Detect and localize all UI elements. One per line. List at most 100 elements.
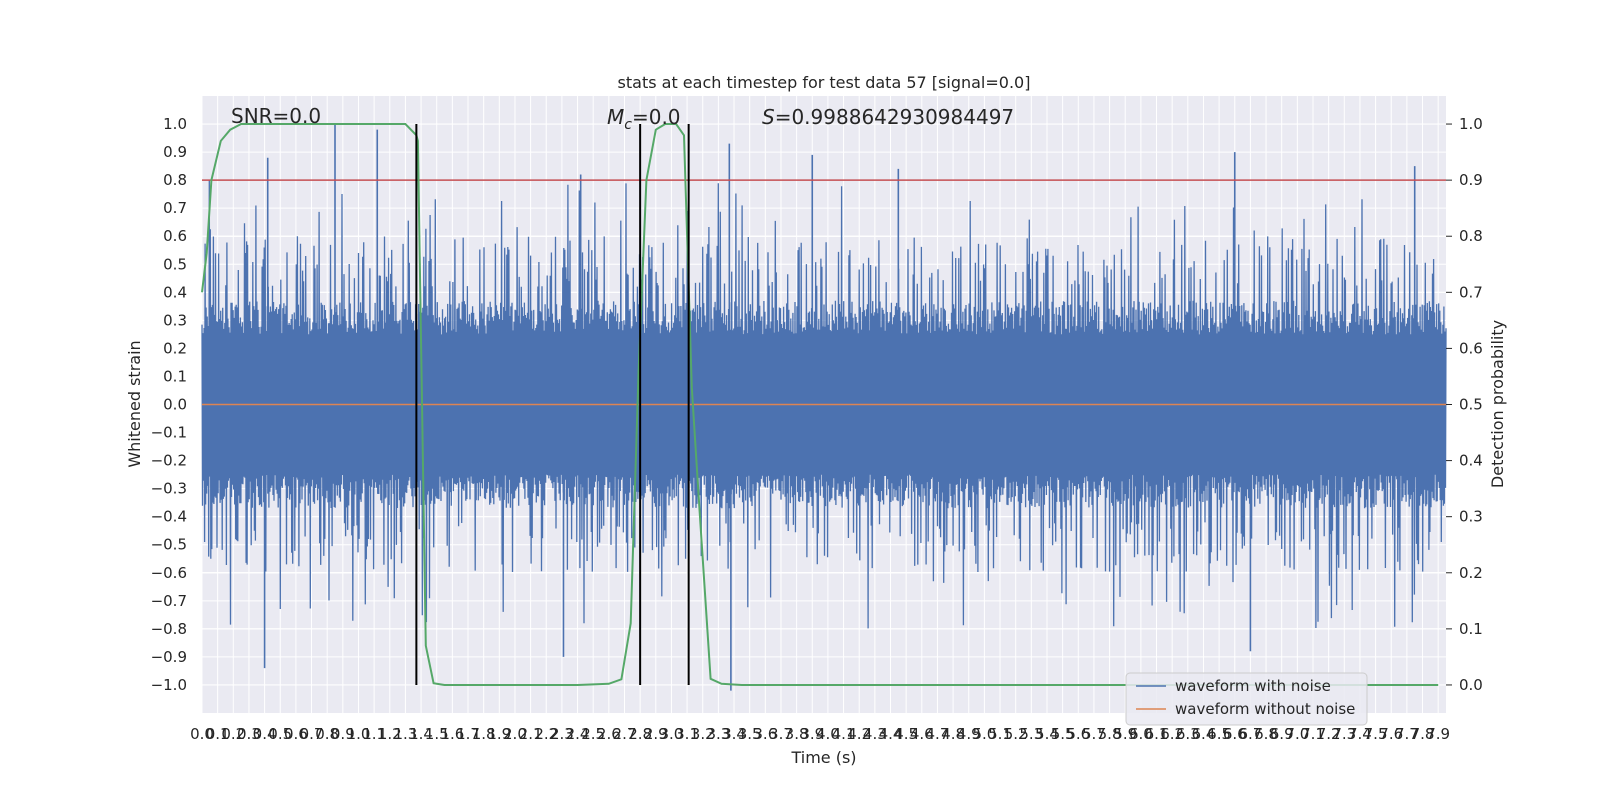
x-tick-label: 0.6 bbox=[284, 725, 308, 743]
chirp-mass-value: =0.0 bbox=[632, 105, 681, 129]
x-tick-label: 5.2 bbox=[1004, 725, 1028, 743]
y-tick-label: 0.2 bbox=[163, 339, 187, 357]
x-tick-label: 2.6 bbox=[597, 725, 621, 743]
x-tick-label: 4.7 bbox=[926, 725, 950, 743]
legend-label-clean: waveform without noise bbox=[1175, 700, 1355, 718]
detection-probability-line bbox=[201, 123, 1439, 686]
legend: waveform with noise waveform without noi… bbox=[1125, 672, 1368, 726]
s-annotation: S=0.9988642930984497 bbox=[762, 105, 1014, 129]
x-tick-label: 6.4 bbox=[1192, 725, 1216, 743]
y2-tick-label: 0.6 bbox=[1459, 339, 1483, 357]
x-tick-label: 2.4 bbox=[566, 725, 590, 743]
x-tick-label: 0.9 bbox=[331, 725, 355, 743]
y-tick-label: −0.8 bbox=[151, 620, 187, 638]
x-axis-ticks: 0.00.10.20.30.40.50.60.70.80.91.01.11.21… bbox=[190, 725, 1450, 743]
chirp-mass-symbol: M bbox=[607, 105, 624, 129]
series-detection-probability bbox=[201, 123, 1439, 686]
x-tick-label: 2.0 bbox=[503, 725, 527, 743]
y-tick-label: 0.0 bbox=[163, 396, 187, 414]
x-tick-label: 0.1 bbox=[206, 725, 230, 743]
x-tick-label: 7.2 bbox=[1317, 725, 1341, 743]
y2-tick-label: 0.7 bbox=[1459, 283, 1483, 301]
y-tick-label: 0.8 bbox=[163, 171, 187, 189]
chirp-mass-subscript: c bbox=[624, 117, 632, 133]
x-tick-label: 5.7 bbox=[1082, 725, 1106, 743]
x-tick-label: 4.8 bbox=[941, 725, 965, 743]
x-tick-label: 5.9 bbox=[1113, 725, 1137, 743]
x-tick-label: 1.1 bbox=[362, 725, 386, 743]
x-tick-label: 4.6 bbox=[910, 725, 934, 743]
y-tick-label: −0.1 bbox=[151, 424, 187, 442]
x-tick-label: 7.5 bbox=[1364, 725, 1388, 743]
x-tick-label: 7.8 bbox=[1411, 725, 1435, 743]
x-tick-label: 3.5 bbox=[738, 725, 762, 743]
x-tick-label: 3.6 bbox=[753, 725, 777, 743]
x-tick-label: 1.5 bbox=[425, 725, 449, 743]
y-tick-label: 0.7 bbox=[163, 199, 187, 217]
y-tick-label: 0.3 bbox=[163, 311, 187, 329]
y2-tick-label: 0.1 bbox=[1459, 620, 1483, 638]
x-tick-label: 7.3 bbox=[1332, 725, 1356, 743]
x-tick-label: 3.3 bbox=[706, 725, 730, 743]
y2-axis-label: Detection probability bbox=[1488, 320, 1507, 488]
y-axis-ticks: 1.0 0.9 0.8 0.7 0.6 0.5 0.4 0.3 0.2 0.1 0.0 −0.1 −0.… bbox=[151, 115, 187, 694]
x-tick-label: 0.2 bbox=[221, 725, 245, 743]
x-tick-label: 5.6 bbox=[1066, 725, 1090, 743]
x-tick-label: 4.4 bbox=[879, 725, 903, 743]
x-tick-label: 1.3 bbox=[393, 725, 417, 743]
y-axis-label: Whitened strain bbox=[125, 340, 144, 467]
x-tick-label: 4.5 bbox=[894, 725, 918, 743]
y-tick-label: 0.5 bbox=[163, 255, 187, 273]
x-tick-label: 7.4 bbox=[1348, 725, 1372, 743]
x-tick-label: 3.1 bbox=[675, 725, 699, 743]
y-tick-label: 0.6 bbox=[163, 227, 187, 245]
y2-axis-ticks: 1.0 0.9 0.8 0.7 0.6 0.5 0.4 0.3 0.2 0.1 0.0 bbox=[1446, 115, 1483, 694]
y-tick-label: −0.3 bbox=[151, 480, 187, 498]
x-tick-label: 2.3 bbox=[550, 725, 574, 743]
y2-tick-label: 0.3 bbox=[1459, 508, 1483, 526]
x-tick-label: 6.0 bbox=[1129, 725, 1153, 743]
x-tick-label: 0.7 bbox=[300, 725, 324, 743]
x-tick-label: 6.7 bbox=[1238, 725, 1262, 743]
x-tick-label: 7.9 bbox=[1426, 725, 1450, 743]
y-tick-label: −0.2 bbox=[151, 452, 187, 470]
x-tick-label: 3.8 bbox=[785, 725, 809, 743]
y-tick-label: −0.5 bbox=[151, 536, 187, 554]
s-value: =0.9988642930984497 bbox=[775, 105, 1014, 129]
x-tick-label: 4.1 bbox=[832, 725, 856, 743]
x-tick-label: 2.1 bbox=[519, 725, 543, 743]
x-tick-label: 4.0 bbox=[816, 725, 840, 743]
x-tick-label: 7.6 bbox=[1379, 725, 1403, 743]
x-tick-label: 1.6 bbox=[440, 725, 464, 743]
x-tick-label: 7.7 bbox=[1395, 725, 1419, 743]
chirp-mass-annotation: Mc=0.0 bbox=[607, 105, 681, 133]
y-tick-label: 0.1 bbox=[163, 367, 187, 385]
x-tick-label: 6.9 bbox=[1270, 725, 1294, 743]
y2-tick-label: 0.5 bbox=[1459, 396, 1483, 414]
y-tick-label: −0.9 bbox=[151, 648, 187, 666]
y2-tick-label: 0.4 bbox=[1459, 452, 1483, 470]
x-tick-label: 6.1 bbox=[1145, 725, 1169, 743]
x-tick-label: 2.2 bbox=[534, 725, 558, 743]
x-tick-label: 7.0 bbox=[1285, 725, 1309, 743]
snr-annotation: SNR=0.0 bbox=[231, 104, 321, 128]
x-tick-label: 2.8 bbox=[628, 725, 652, 743]
x-tick-label: 6.2 bbox=[1160, 725, 1184, 743]
x-tick-label: 5.4 bbox=[1035, 725, 1059, 743]
legend-box bbox=[1125, 672, 1368, 726]
x-tick-label: 3.4 bbox=[722, 725, 746, 743]
x-tick-label: 5.1 bbox=[988, 725, 1012, 743]
x-tick-label: 6.6 bbox=[1223, 725, 1247, 743]
x-tick-label: 4.3 bbox=[863, 725, 887, 743]
x-tick-label: 2.5 bbox=[581, 725, 605, 743]
legend-label-noise: waveform with noise bbox=[1175, 677, 1331, 695]
event-markers bbox=[415, 124, 690, 685]
x-tick-label: 1.2 bbox=[378, 725, 402, 743]
x-tick-label: 5.3 bbox=[1019, 725, 1043, 743]
x-tick-label: 0.5 bbox=[268, 725, 292, 743]
noise-waveform-line bbox=[201, 180, 1447, 629]
x-tick-label: 3.0 bbox=[660, 725, 684, 743]
x-tick-label: 1.0 bbox=[347, 725, 371, 743]
y2-tick-label: 0.8 bbox=[1459, 227, 1483, 245]
